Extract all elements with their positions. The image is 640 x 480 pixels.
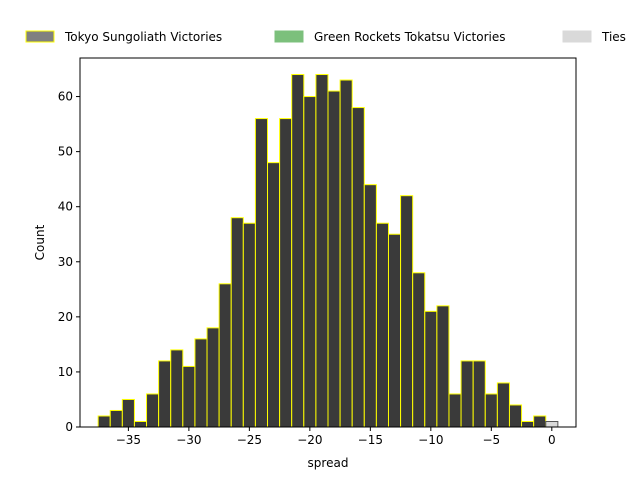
- bar-series0-14: [267, 162, 281, 428]
- y-tick-label: 10: [58, 365, 73, 379]
- bar-series0-23: [375, 222, 389, 428]
- bar-series0-4: [146, 393, 160, 428]
- bar-series0-8: [194, 338, 208, 428]
- bar-series0-16: [291, 74, 305, 428]
- bar-series0-21: [351, 107, 365, 428]
- x-tick-label: −5: [482, 433, 500, 447]
- y-tick-label: 20: [58, 310, 73, 324]
- bar-series0-17: [303, 96, 317, 428]
- bar-series0-26: [412, 272, 426, 428]
- plot-area-frame: [79, 57, 577, 428]
- y-axis-ticks: 0 10 20 30 40 50 60: [58, 90, 80, 434]
- bar-series0-0: [97, 415, 111, 428]
- x-axis-ticks: −35 −30 −25 −20 −15 −10 −5 0: [116, 427, 556, 447]
- bar-series0-30: [460, 360, 474, 428]
- bar-series0-11: [230, 217, 244, 428]
- bar-series0-7: [182, 365, 196, 428]
- bar-series0-15: [279, 118, 293, 428]
- bar-series2-0: [545, 420, 559, 428]
- y-tick-label: 50: [58, 145, 73, 159]
- bar-series0-9: [206, 327, 220, 428]
- x-tick-label: −25: [237, 433, 262, 447]
- bar-series0-19: [327, 90, 341, 428]
- bar-series0-18: [315, 74, 329, 428]
- bar-series0-2: [121, 398, 135, 428]
- bar-series0-13: [254, 118, 269, 428]
- x-tick-label: 0: [548, 433, 556, 447]
- legend-label-2: Ties: [601, 30, 626, 44]
- legend: Tokyo Sungoliath Victories Green Rockets …: [25, 30, 626, 44]
- bar-series0-22: [363, 184, 377, 428]
- bar-series0-36: [533, 415, 547, 428]
- y-tick-label: 40: [58, 200, 73, 214]
- bar-series0-33: [496, 382, 510, 428]
- bar-series0-28: [436, 305, 450, 428]
- x-tick-label: −30: [176, 433, 201, 447]
- bar-series0-27: [424, 310, 438, 428]
- bar-series0-20: [339, 79, 353, 428]
- bar-series0-34: [508, 404, 523, 428]
- bar-series0-12: [242, 222, 256, 428]
- bar-series0-5: [158, 360, 172, 428]
- y-tick-label: 0: [65, 420, 73, 434]
- bar-series0-10: [218, 283, 232, 428]
- legend-label-1: Green Rockets Tokatsu Victories: [314, 30, 506, 44]
- bar-series0-31: [472, 360, 486, 428]
- legend-swatch-2: [562, 30, 592, 43]
- y-axis-label: Count: [33, 224, 47, 260]
- bar-series0-29: [448, 393, 462, 428]
- y-tick-label: 30: [58, 255, 73, 269]
- legend-label-0: Tokyo Sungoliath Victories: [64, 30, 222, 44]
- bar-series0-25: [400, 195, 414, 428]
- x-tick-label: −20: [297, 433, 322, 447]
- x-axis-label: spread: [308, 456, 349, 470]
- legend-swatch-1: [274, 30, 304, 43]
- bar-series0-1: [109, 409, 123, 428]
- histogram-bars: [97, 74, 559, 428]
- bar-series0-3: [133, 420, 148, 428]
- x-tick-label: −15: [358, 433, 383, 447]
- bar-series0-24: [387, 233, 402, 428]
- x-tick-label: −35: [116, 433, 141, 447]
- y-tick-label: 60: [58, 90, 73, 104]
- bar-series0-6: [170, 349, 184, 428]
- bar-series0-35: [521, 420, 535, 428]
- legend-swatch-0: [25, 30, 55, 43]
- bar-series0-32: [484, 393, 498, 428]
- x-tick-label: −10: [418, 433, 443, 447]
